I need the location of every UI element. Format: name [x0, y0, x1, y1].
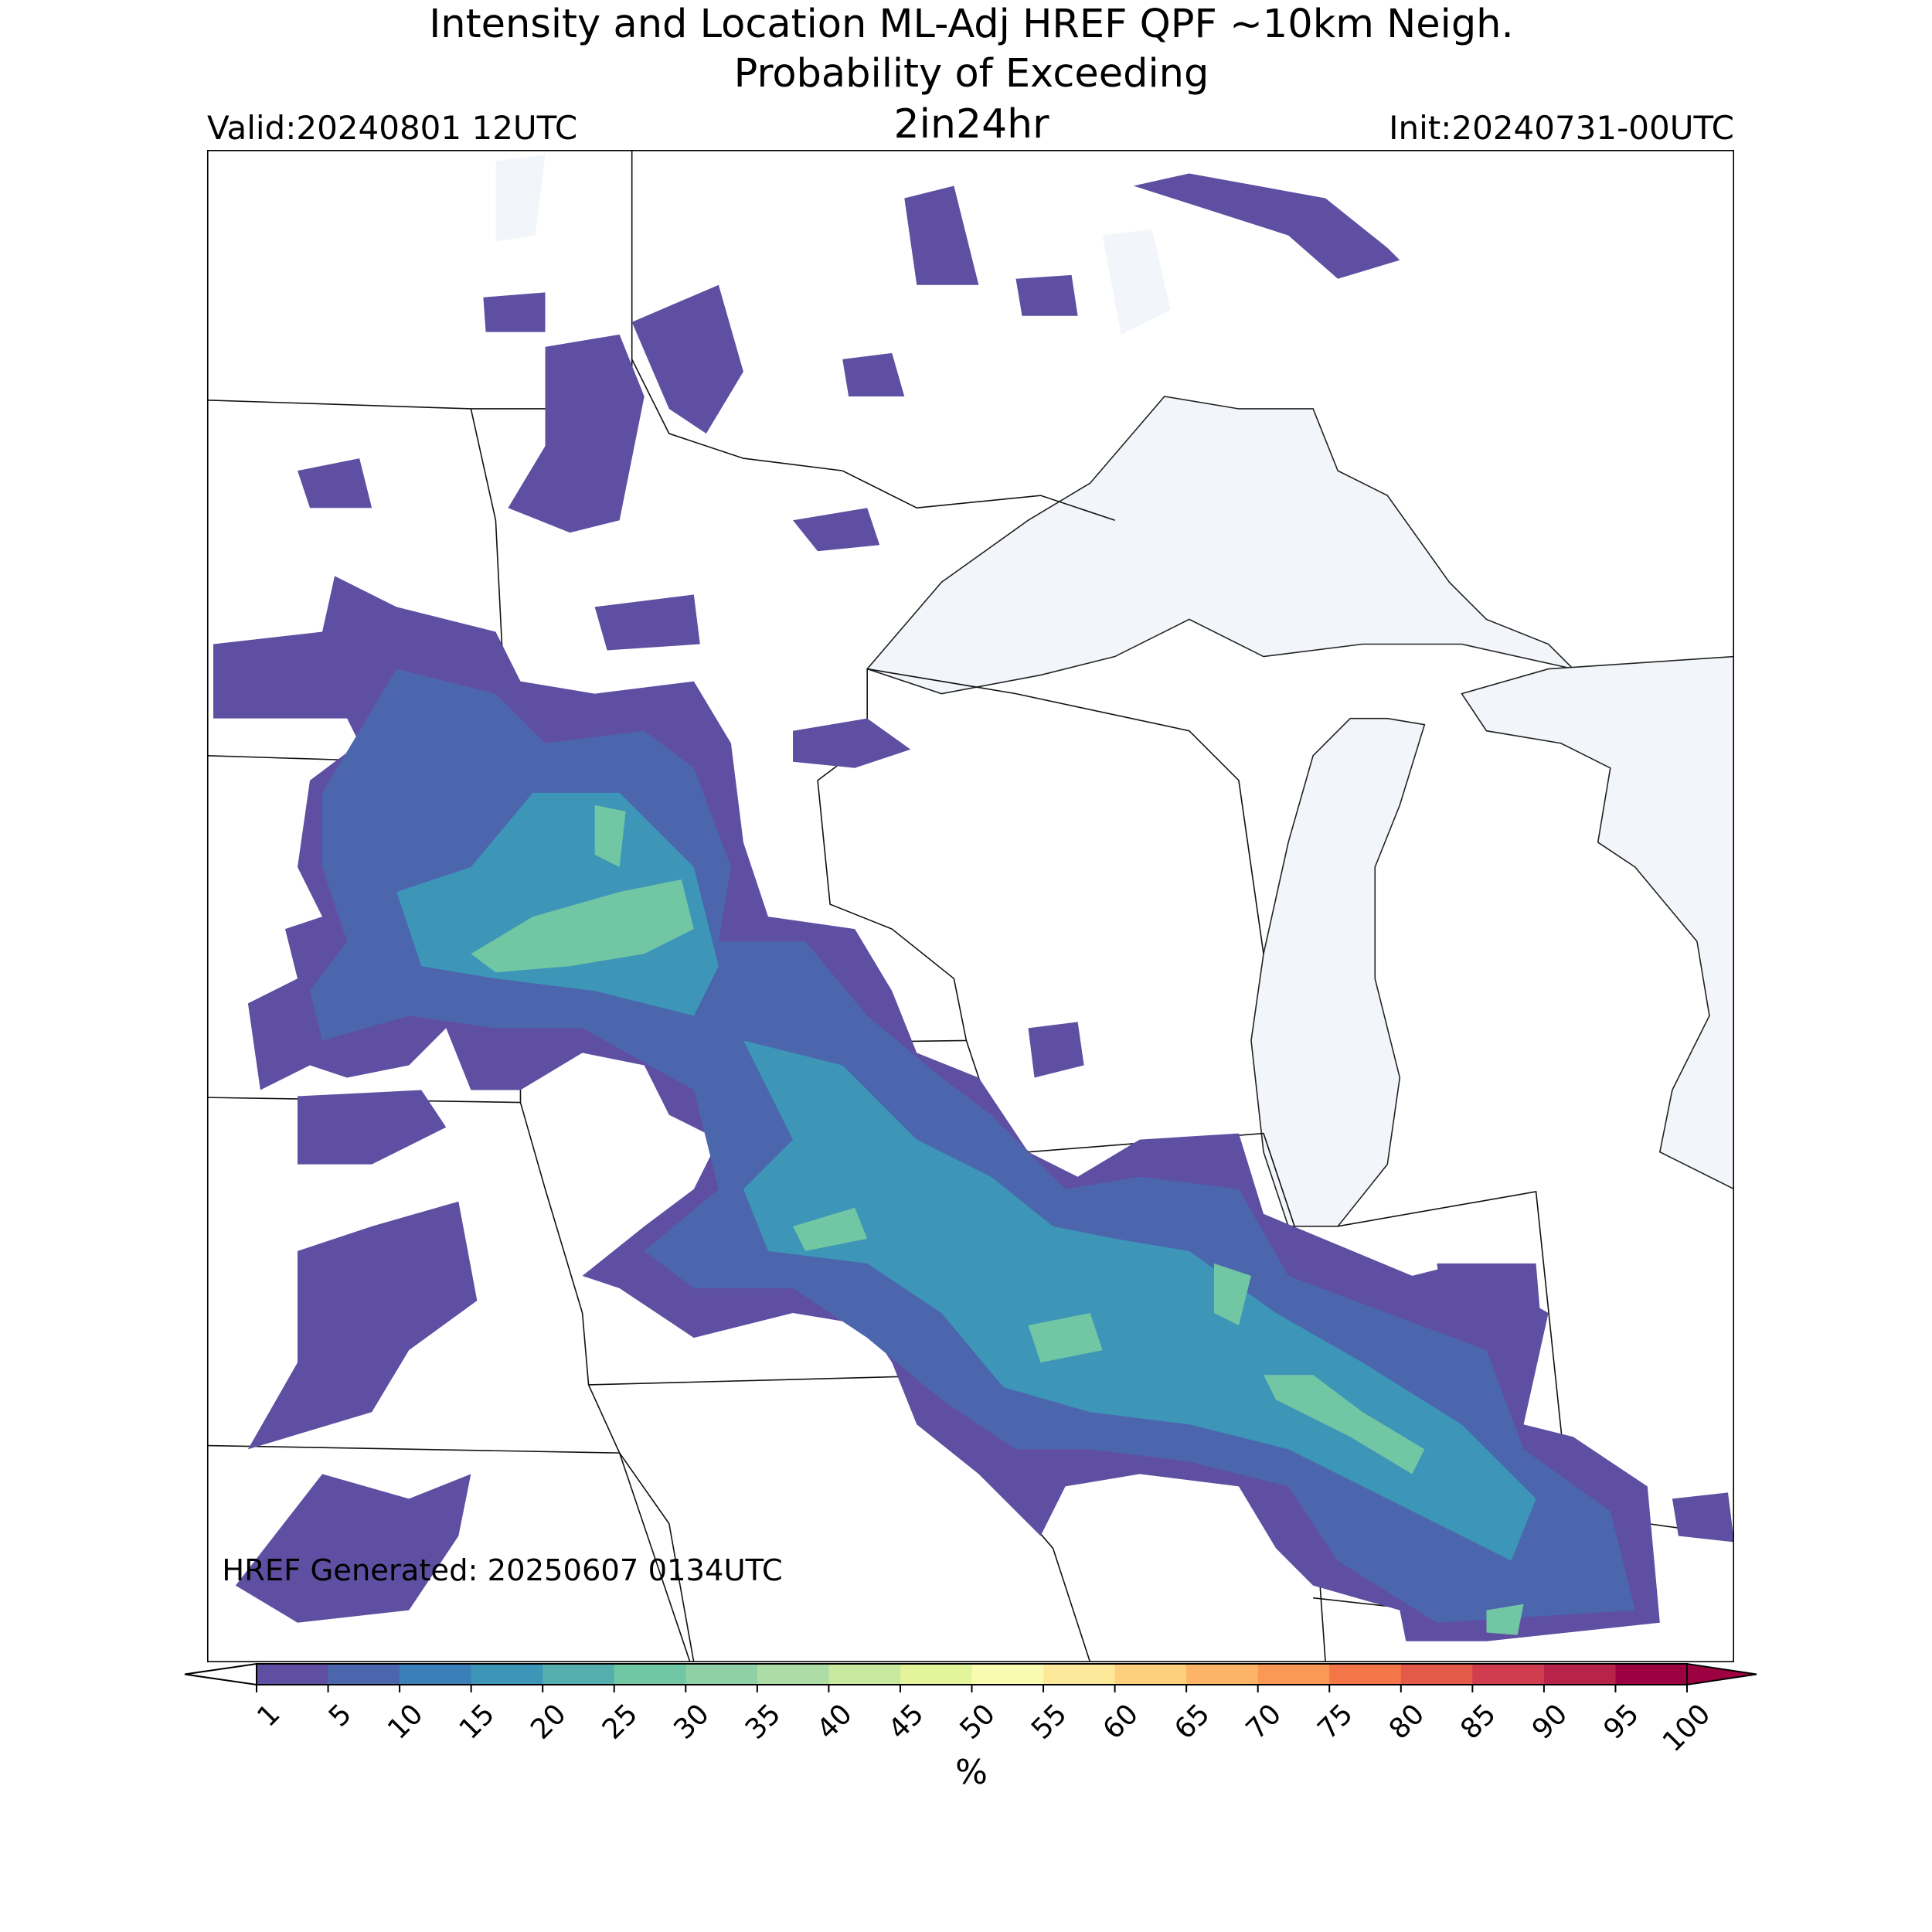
colorbar-segment: [900, 1664, 972, 1685]
lake-superior: [866, 396, 1576, 695]
border: [631, 359, 1115, 521]
colorbar-segment: [614, 1664, 686, 1685]
colorbar-tick-label: 70: [1240, 1698, 1287, 1745]
init-time: Init:20240731-00UTC: [1389, 109, 1734, 147]
colorbar-extend-over: [1686, 1662, 1757, 1686]
generated-note: HREF Generated: 20250607 0134UTC: [222, 1553, 782, 1588]
threshold: 2in24hr: [894, 101, 1050, 148]
colorbar-segment: [1400, 1664, 1473, 1685]
colorbar-segment: [328, 1664, 400, 1685]
colorbar-tick-label: 5: [323, 1698, 358, 1733]
colorbar-segment: [685, 1664, 758, 1685]
colorbar-segment: [1114, 1664, 1187, 1685]
lake: [1102, 229, 1171, 335]
water: [495, 155, 1734, 1227]
colorbar-segment: [1329, 1664, 1402, 1685]
colorbar-tick-label: 55: [1026, 1698, 1073, 1745]
lake: [495, 155, 546, 242]
colorbar-tick-label: 85: [1454, 1698, 1502, 1745]
colorbar-segment: [1043, 1664, 1116, 1685]
colorbar-tick-label: 30: [668, 1698, 715, 1745]
colorbar-tick-label: 100: [1657, 1698, 1717, 1758]
colorbar-segment: [1472, 1664, 1545, 1685]
map: HREF Generated: 20250607 0134UTC: [207, 150, 1734, 1662]
colorbar-segment: [1186, 1664, 1259, 1685]
colorbar-tick-label: 10: [382, 1698, 429, 1745]
colorbar-tick-label: 95: [1598, 1698, 1645, 1745]
colorbar-tick-label: 25: [597, 1698, 644, 1745]
colorbar-tick-label: 35: [740, 1698, 787, 1745]
colorbar-tick-label: 40: [811, 1698, 858, 1745]
colorbar-segment: [757, 1664, 829, 1685]
colorbar-segment: [1257, 1664, 1330, 1685]
colorbar-tick-label: 90: [1526, 1698, 1573, 1745]
title-line: Probability of Exceeding: [734, 51, 1209, 97]
colorbar-segment: [1543, 1664, 1616, 1685]
colorbar-tick-label: 75: [1311, 1698, 1359, 1745]
precipitation: [213, 173, 1734, 1641]
colorbar-tick-label: 20: [525, 1698, 572, 1745]
colorbar-segment: [971, 1664, 1044, 1685]
lake-michigan: [1250, 717, 1426, 1227]
colorbar-segment: [1615, 1664, 1688, 1685]
colorbar-tick-label: 1: [251, 1698, 286, 1733]
colorbar-label: %: [955, 1753, 988, 1792]
lake-huron: [1461, 655, 1734, 1190]
title-line: Intensity and Location ML-Adj HREF QPF ~…: [429, 2, 1513, 47]
border: [587, 1384, 695, 1662]
colorbar-segment: [828, 1664, 901, 1685]
colorbar-tick-label: 80: [1383, 1698, 1430, 1745]
colorbar-tick-label: 50: [954, 1698, 1002, 1745]
colorbar-segment: [471, 1664, 543, 1685]
colorbar-tick-label: 60: [1097, 1698, 1145, 1745]
colorbar-segment: [543, 1664, 615, 1685]
colorbar-tick-label: 15: [454, 1698, 501, 1745]
colorbar-tick-label: 65: [1168, 1698, 1216, 1745]
colorbar: 1 5 10 15 20 25 30 35 40 45 50 55 60 65 70 75 80 85 90 95 10…: [184, 1662, 1757, 1758]
border: [867, 668, 1264, 954]
colorbar-segment: [257, 1664, 329, 1685]
colorbar-tick-label: 45: [883, 1698, 930, 1745]
colorbar-segment: [400, 1664, 472, 1685]
valid-time: Valid:20240801 12UTC: [207, 109, 577, 147]
colorbar-extend-under: [184, 1662, 257, 1686]
